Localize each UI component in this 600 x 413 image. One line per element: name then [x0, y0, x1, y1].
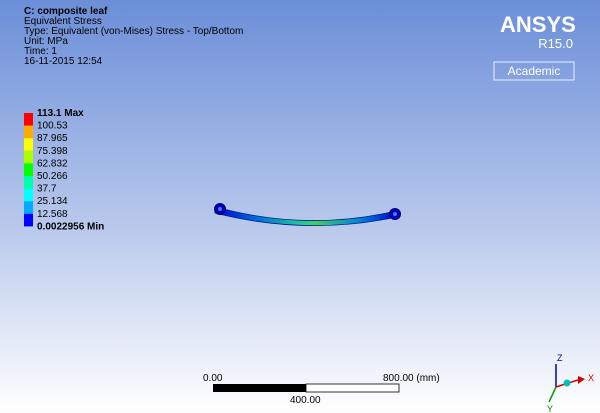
- legend-swatch: [24, 126, 33, 139]
- legend-label: 50.266: [37, 171, 68, 182]
- triad-y: Y: [547, 404, 553, 413]
- scale-black: [213, 384, 306, 392]
- brand-release: R15.0: [538, 36, 573, 51]
- legend-swatch: [24, 113, 33, 126]
- scale-start: 0.00: [203, 373, 223, 384]
- legend-label: 12.568: [37, 209, 68, 220]
- legend-swatch: [24, 189, 33, 202]
- scale-middle: 400.00: [290, 395, 321, 406]
- legend-swatch: [24, 163, 33, 176]
- legend-swatch: [24, 151, 33, 164]
- legend-label: 0.0022956 Min: [37, 221, 104, 232]
- brand-edition: Academic: [508, 64, 561, 78]
- header-line: 16-11-2015 12:54: [24, 56, 103, 67]
- legend-swatch: [24, 138, 33, 151]
- legend-label: 25.134: [37, 196, 68, 207]
- triad-ball: [564, 380, 571, 387]
- page: C: composite leaf Equivalent StressType:…: [0, 0, 600, 413]
- eye-left-hole: [218, 207, 222, 211]
- eye-right-hole: [393, 212, 397, 216]
- viewport: C: composite leaf Equivalent StressType:…: [0, 0, 600, 413]
- legend-swatch: [24, 214, 33, 227]
- triad-x: X: [588, 373, 594, 383]
- legend-swatch: [24, 176, 33, 189]
- brand-name: ANSYS: [500, 12, 576, 37]
- legend-label: 100.53: [37, 121, 68, 132]
- legend-label: 37.7: [37, 184, 57, 195]
- triad-z: Z: [557, 353, 563, 363]
- legend-label: 62.832: [37, 158, 68, 169]
- scale-white: [306, 384, 399, 392]
- legend-label: 113.1 Max: [37, 108, 84, 119]
- legend-label: 87.965: [37, 133, 68, 144]
- legend-swatch: [24, 201, 33, 214]
- legend-label: 75.398: [37, 146, 68, 157]
- scale-end: 800.00 (mm): [383, 373, 440, 384]
